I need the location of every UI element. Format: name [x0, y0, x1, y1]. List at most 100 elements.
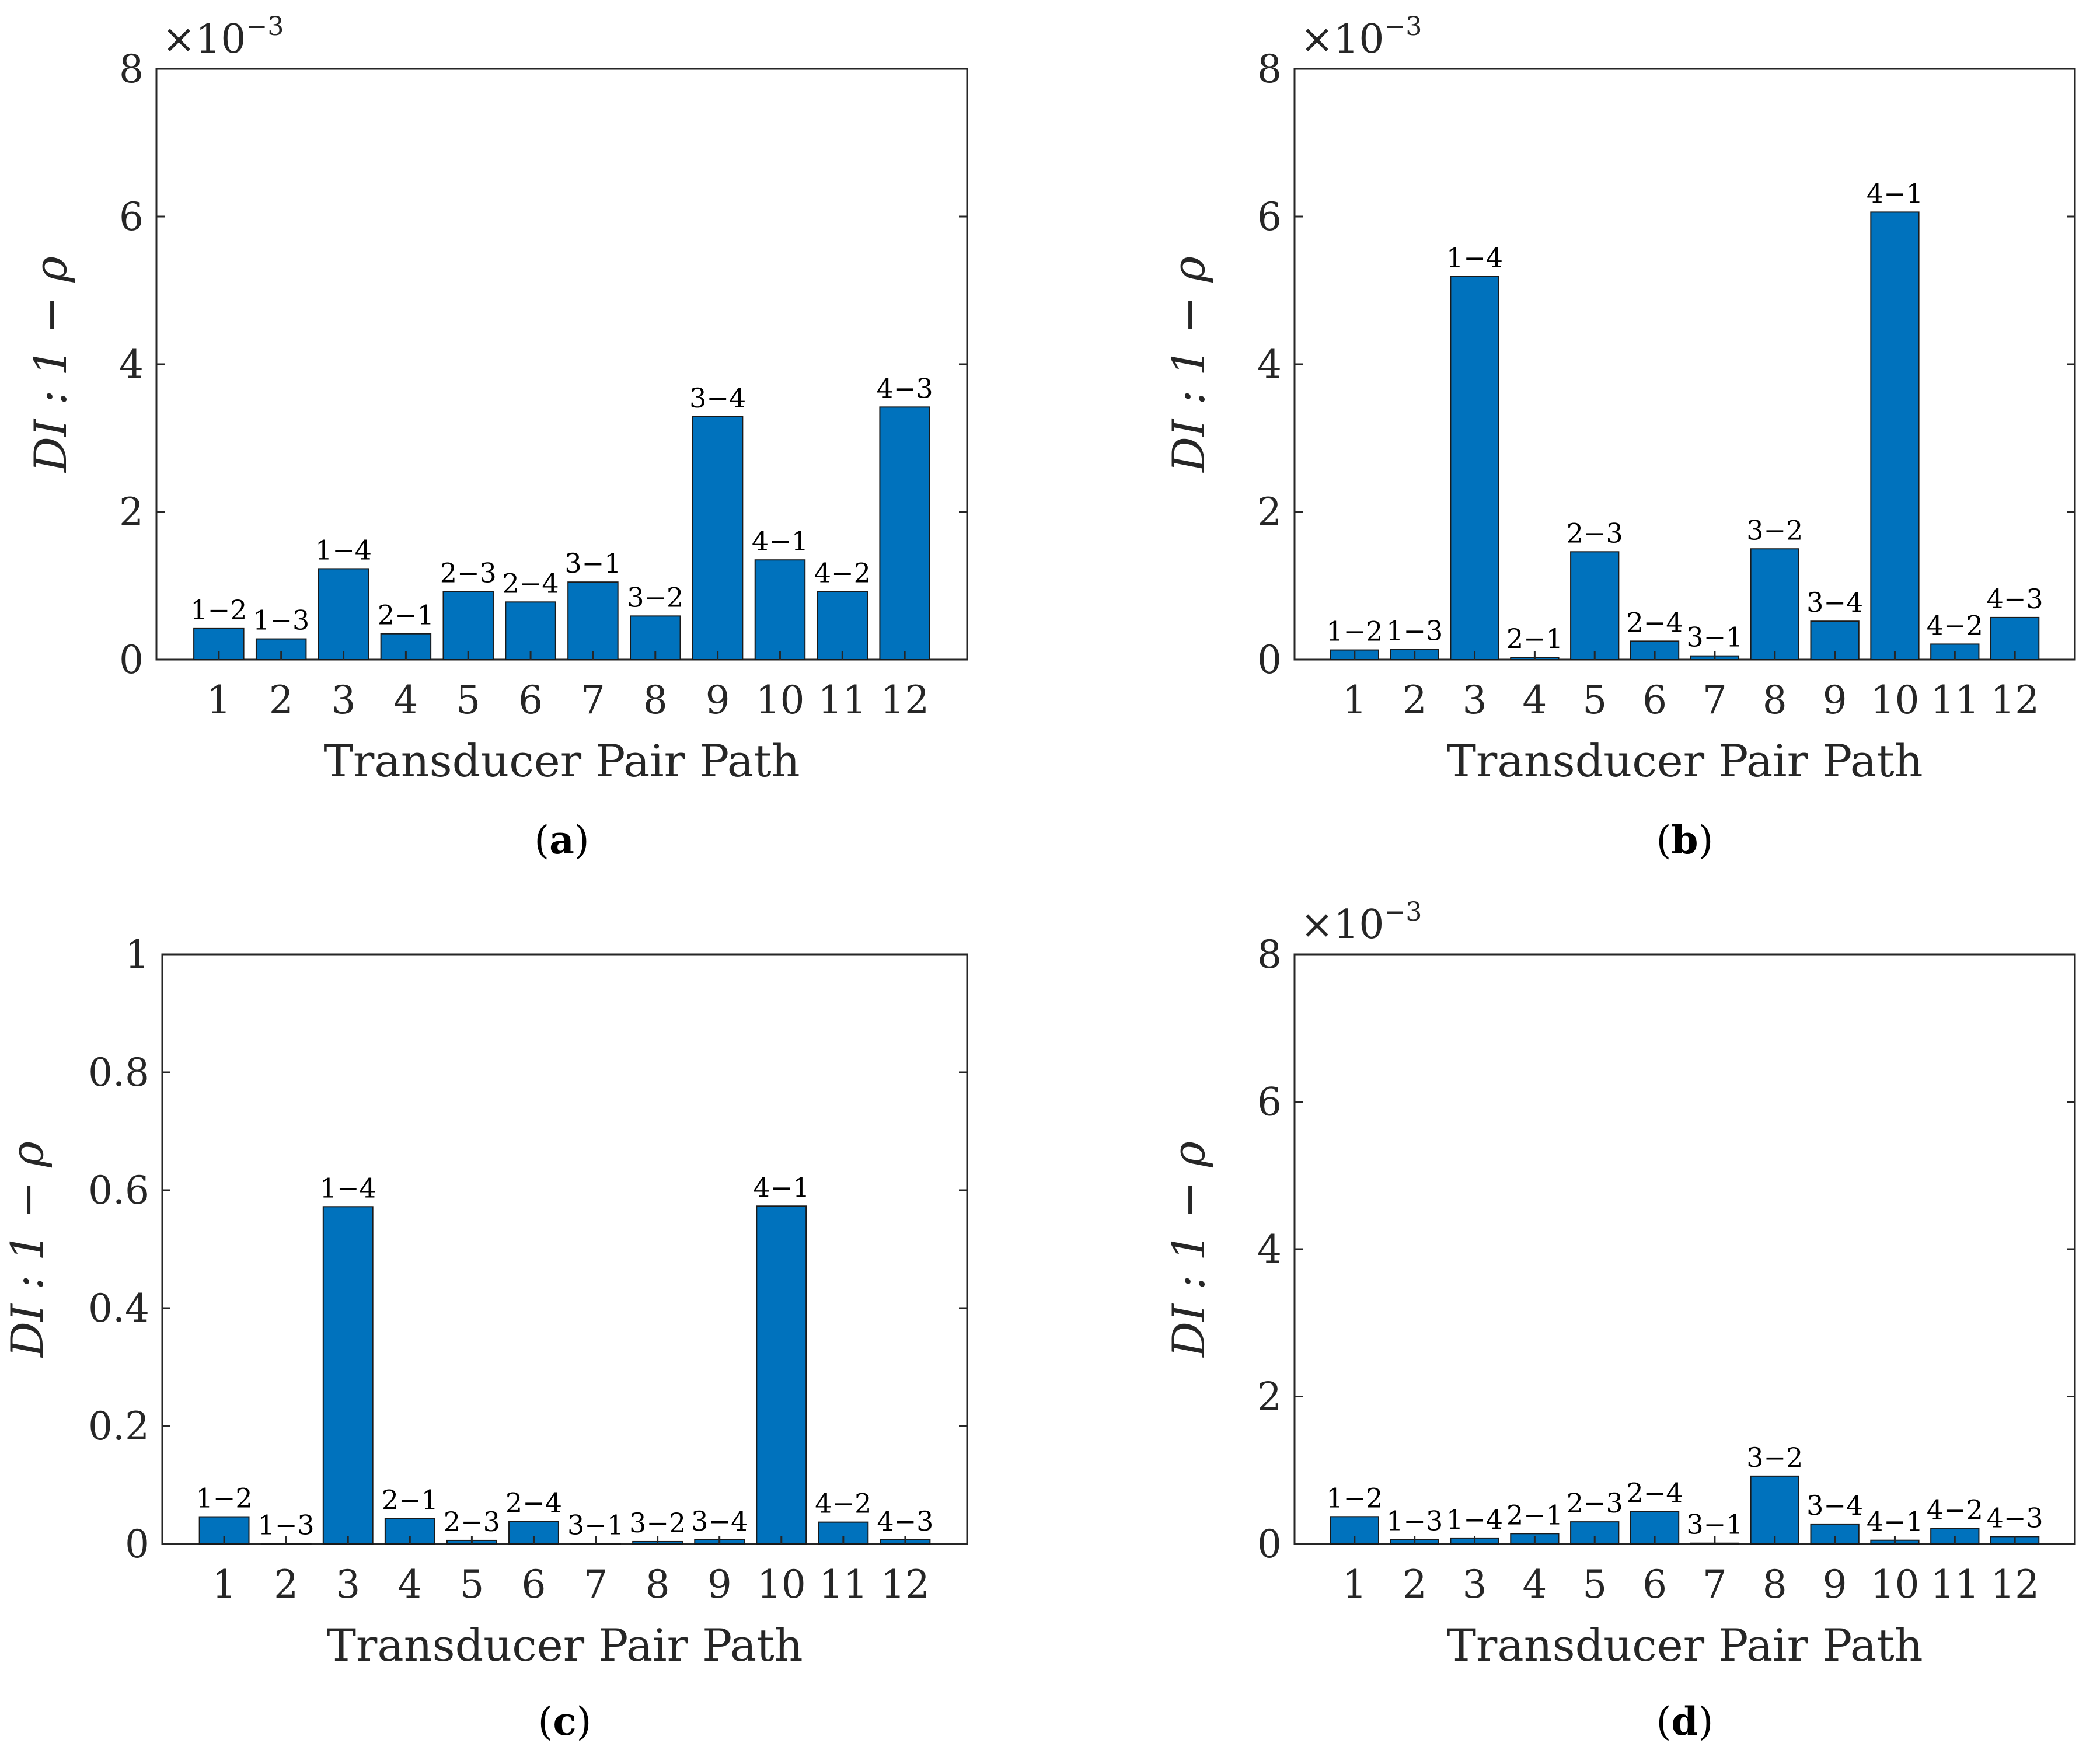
- y-tick-label: 6: [1257, 194, 1282, 239]
- bar-pair-label: 1−2: [190, 594, 247, 626]
- bar-pair-label: 3−1: [1686, 1509, 1743, 1540]
- x-tick-label: 7: [581, 678, 605, 723]
- bar-pair-label: 3−2: [1746, 1442, 1803, 1473]
- y-tick-label: 8: [1257, 932, 1282, 977]
- bar-pair-label: 2−4: [1627, 606, 1683, 638]
- plot-frame: [1293, 68, 2076, 661]
- y-tick-label: 0: [1257, 1522, 1282, 1567]
- panel-caption: (b): [1656, 817, 1714, 863]
- axis-multiplier-base: ×10: [1300, 902, 1384, 948]
- y-tick-label: 0: [1257, 637, 1282, 682]
- bar: [754, 559, 806, 660]
- axis-multiplier: ×10−3: [1300, 12, 1422, 62]
- bar-pair-label: 4−2: [815, 1488, 871, 1519]
- bar-pair-label: 2−3: [1567, 517, 1623, 549]
- bar-pair-label: 3−4: [1806, 587, 1863, 618]
- bar-pair-label: 4−2: [814, 557, 871, 589]
- caption-close: ): [574, 818, 589, 863]
- x-tick-label: 4: [1522, 1562, 1547, 1607]
- x-tick-label: 10: [1870, 678, 1919, 723]
- panel-d: 0 2 4 6 8 1 1−2 2 1−3 3 1−4 4 2−1 5 2−3 6 2−4 7 3−1 8 3−2 9 3−…: [1163, 897, 2076, 1744]
- bar: [318, 568, 369, 661]
- y-tick-label: 2: [119, 490, 144, 535]
- x-axis-label: Transducer Pair Path: [1446, 735, 1923, 787]
- bar: [756, 1205, 807, 1545]
- bar-pair-label: 4−3: [877, 372, 933, 404]
- y-tick-label: 8: [1257, 47, 1282, 92]
- caption-close: ): [577, 1699, 592, 1744]
- bar-pair-label: 2−3: [444, 1506, 500, 1538]
- x-tick-label: 1: [212, 1562, 236, 1607]
- bar-pair-label: 2−1: [1506, 623, 1563, 654]
- caption-letter: d: [1671, 1699, 1698, 1744]
- caption-close: ): [1698, 1699, 1714, 1744]
- bar-pair-label: 3−2: [1746, 514, 1803, 546]
- x-tick-label: 1: [1342, 678, 1367, 723]
- x-tick-label: 4: [397, 1562, 422, 1607]
- bar-pair-label: 1−2: [1326, 616, 1383, 647]
- bar-pair-label: 4−1: [1867, 177, 1923, 209]
- x-tick-label: 8: [643, 678, 668, 723]
- y-tick-label: 0.8: [88, 1050, 149, 1095]
- x-tick-label: 11: [819, 1562, 868, 1607]
- x-tick-label: 6: [518, 678, 543, 723]
- y-tick-label: 4: [1257, 1227, 1282, 1272]
- x-tick-label: 1: [207, 678, 231, 723]
- axis-multiplier-exponent: −3: [1384, 897, 1422, 927]
- x-axis-label: Transducer Pair Path: [323, 735, 800, 787]
- x-tick-label: 5: [1582, 1562, 1607, 1607]
- bar-pair-label: 4−1: [753, 1172, 810, 1203]
- x-tick-label: 9: [1823, 1562, 1847, 1607]
- bar-pair-label: 4−3: [1987, 583, 2043, 615]
- bar-pair-label: 3−4: [689, 382, 746, 414]
- y-tick-label: 6: [1257, 1080, 1282, 1125]
- y-tick-label: 2: [1257, 1375, 1282, 1420]
- bar-pair-label: 1−3: [258, 1509, 315, 1541]
- y-tick-label: 0.4: [88, 1286, 149, 1331]
- bar-pair-label: 2−3: [440, 557, 497, 589]
- bar-pair-label: 1−3: [253, 605, 309, 636]
- x-tick-label: 6: [1642, 1562, 1667, 1607]
- y-axis-label: DI : 1 − ρ: [1163, 1141, 1215, 1358]
- bar-pair-label: 4−3: [1987, 1502, 2043, 1533]
- bar: [879, 406, 930, 660]
- caption-open: (: [538, 1699, 553, 1744]
- x-tick-label: 7: [1703, 1562, 1727, 1607]
- x-tick-label: 10: [755, 678, 804, 723]
- x-tick-label: 1: [1342, 1562, 1367, 1607]
- x-tick-label: 10: [1870, 1562, 1919, 1607]
- bar-pair-label: 1−2: [1326, 1482, 1383, 1514]
- y-tick-label: 0.6: [88, 1168, 149, 1213]
- axis-multiplier: ×10−3: [162, 12, 284, 62]
- x-tick-label: 8: [1763, 1562, 1787, 1607]
- x-tick-label: 5: [1582, 678, 1607, 723]
- x-tick-label: 12: [1990, 678, 2039, 723]
- bar-pair-label: 2−1: [382, 1484, 438, 1516]
- x-tick-label: 4: [393, 678, 418, 723]
- x-tick-label: 9: [706, 678, 730, 723]
- plot-frame: [161, 953, 968, 1545]
- panel-a: 0 2 4 6 8 1 1−2 2 1−3 3 1−4 4 2−1 5 2−3 6 2−4 7 3−1 8 3−2 9 3−…: [25, 12, 968, 863]
- caption-open: (: [1656, 818, 1672, 863]
- bar: [1750, 548, 1799, 660]
- bar-pair-label: 3−4: [691, 1505, 748, 1537]
- panel-caption: (a): [534, 817, 589, 863]
- bar-pair-label: 1−4: [315, 534, 372, 566]
- bar: [1750, 1475, 1799, 1545]
- x-tick-label: 9: [707, 1562, 732, 1607]
- bar-pair-label: 3−2: [629, 1507, 686, 1539]
- bar-pair-label: 3−1: [564, 548, 621, 579]
- bar-pair-label: 1−4: [1446, 1504, 1503, 1535]
- x-tick-label: 12: [881, 1562, 930, 1607]
- bar-pair-label: 4−2: [1927, 609, 1983, 641]
- bar-pair-label: 1−3: [1386, 615, 1443, 646]
- x-tick-label: 7: [1703, 678, 1727, 723]
- bar-pair-label: 2−4: [503, 567, 559, 599]
- caption-letter: a: [549, 817, 574, 863]
- bar-pair-label: 3−1: [1686, 622, 1743, 653]
- caption-close: ): [1698, 818, 1714, 863]
- bar-pair-label: 3−4: [1806, 1490, 1863, 1521]
- bar-pair-label: 2−3: [1567, 1487, 1623, 1519]
- bar-pair-label: 1−4: [320, 1172, 376, 1204]
- caption-letter: b: [1671, 817, 1698, 863]
